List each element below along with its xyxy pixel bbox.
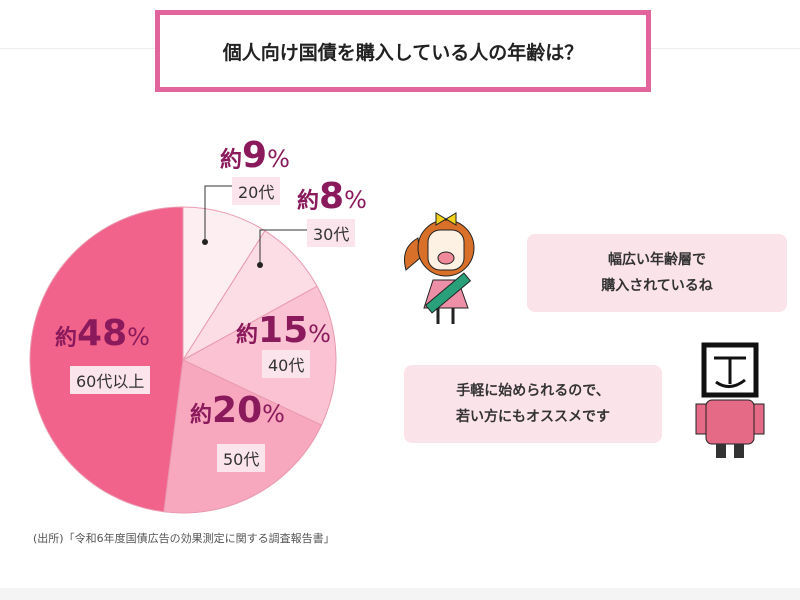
- category-label-40s: 40代: [262, 350, 311, 378]
- category-label-30s: 30代: [307, 219, 356, 247]
- pie-slice-2: [181, 285, 337, 426]
- source-note: (出所)「令和6年度国債広告の効果測定に関する調査報告書」: [33, 532, 335, 545]
- pie-slice-3: [163, 359, 323, 514]
- bubble-line: 手軽に始められるので、: [456, 383, 610, 399]
- title-box: 個人向け国債を購入している人の年齢は？: [155, 10, 651, 92]
- page-title: 個人向け国債を購入している人の年齢は？: [222, 41, 584, 64]
- pie-slice-4: [29, 206, 184, 513]
- pct-label-60s-plus: 約48%: [55, 313, 150, 354]
- category-label-60s-plus: 60代以上: [70, 366, 151, 394]
- pct-label-20s: 約9%: [220, 135, 290, 176]
- bubble-line: 若い方にもオススメです: [456, 409, 610, 425]
- footer-band: [0, 588, 800, 600]
- pct-label-50s: 約20%: [190, 390, 285, 431]
- pct-label-30s: 約8%: [297, 176, 367, 217]
- mascot-character-illustration: [695, 342, 765, 458]
- leader-dot-1: [257, 262, 263, 268]
- speech-bubble-girl: 幅広い年齢層で 購入されているね: [527, 234, 787, 312]
- category-label-20s: 20代: [232, 177, 281, 205]
- bubble-line: 幅広い年齢層で: [608, 252, 706, 268]
- leader-line-0: [204, 185, 232, 242]
- category-label-50s: 50代: [217, 444, 266, 472]
- bubble-line: 購入されているね: [601, 278, 713, 294]
- speech-bubble-mascot: 手軽に始められるので、 若い方にもオススメです: [404, 365, 662, 443]
- pct-label-40s: 約15%: [236, 310, 331, 351]
- leader-line-1: [259, 229, 307, 265]
- girl-character-illustration: [404, 212, 475, 324]
- leader-dot-0: [202, 239, 208, 245]
